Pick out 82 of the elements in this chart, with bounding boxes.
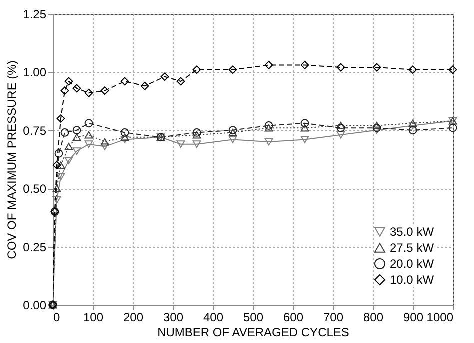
point <box>56 162 66 170</box>
point <box>56 114 66 123</box>
point <box>72 126 82 135</box>
point <box>408 122 418 130</box>
point <box>408 126 418 135</box>
point <box>300 119 310 128</box>
point <box>372 122 382 130</box>
point <box>60 86 70 96</box>
point <box>228 136 238 144</box>
point <box>60 128 70 137</box>
point <box>72 148 82 156</box>
point <box>300 136 310 144</box>
point <box>120 128 130 137</box>
x-tick-label: 100 <box>83 310 104 324</box>
legend-label: 20.0 kW <box>390 257 435 271</box>
y-tick-label: 0.75 <box>23 124 47 138</box>
point <box>336 124 346 132</box>
point <box>264 138 274 146</box>
x-tick-label: 0 <box>54 310 60 324</box>
point <box>176 77 186 86</box>
x-tick-label: 400 <box>203 310 224 324</box>
point <box>52 196 62 204</box>
y-axis-title: COV OF MAXIMUM PRESSURE (%) <box>5 60 20 260</box>
point <box>52 184 62 192</box>
x-axis-title: NUMBER OF AVERAGED CYCLES <box>158 326 350 340</box>
point <box>448 124 458 132</box>
point <box>336 131 346 139</box>
x-tick-label: 800 <box>363 310 384 324</box>
x-tick-label: 200 <box>123 310 144 324</box>
point <box>408 66 418 74</box>
x-tick-label: 500 <box>243 310 264 324</box>
point <box>264 124 274 132</box>
x-tick-label: 1000 <box>426 310 454 324</box>
point <box>64 156 74 164</box>
legend-label: 27.5 kW <box>390 241 435 255</box>
point <box>100 142 110 150</box>
legend-label: 10.0 kW <box>390 273 435 287</box>
point <box>72 84 82 93</box>
legend-label: 35.0 kW <box>390 225 435 239</box>
point <box>64 77 74 86</box>
y-tick-label: 0.25 <box>23 240 47 254</box>
point <box>100 86 110 96</box>
point <box>228 66 238 74</box>
x-tick-label: 600 <box>283 310 304 324</box>
point <box>84 131 94 139</box>
point <box>160 72 170 82</box>
point <box>120 134 130 142</box>
point <box>192 131 202 139</box>
point <box>52 161 62 170</box>
point <box>300 61 310 70</box>
point <box>448 66 458 74</box>
point <box>84 119 94 128</box>
point <box>84 88 94 98</box>
point <box>336 122 346 130</box>
point <box>192 66 202 74</box>
y-tick-label: 0.00 <box>23 298 47 312</box>
point <box>64 142 74 150</box>
point <box>372 63 382 72</box>
point <box>192 140 202 148</box>
x-tick-label: 900 <box>403 310 424 324</box>
y-tick-label: 1.25 <box>23 8 47 22</box>
x-tick-label: 700 <box>323 310 344 324</box>
point <box>54 149 64 158</box>
point <box>56 173 66 181</box>
y-tick-label: 0.50 <box>23 182 47 196</box>
point <box>72 134 82 142</box>
y-tick-label: 1.00 <box>23 66 47 80</box>
point <box>228 126 238 135</box>
point <box>372 124 382 132</box>
x-tick-label: 300 <box>163 310 184 324</box>
point <box>120 136 130 144</box>
point <box>120 77 130 86</box>
point <box>408 120 418 128</box>
point <box>140 82 150 90</box>
point <box>336 63 346 72</box>
point <box>264 61 274 70</box>
point <box>176 140 186 148</box>
point <box>228 129 238 136</box>
point <box>372 126 382 134</box>
point <box>100 138 110 146</box>
point <box>300 124 310 132</box>
point <box>84 140 94 148</box>
